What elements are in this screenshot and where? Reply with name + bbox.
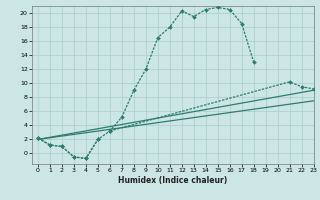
X-axis label: Humidex (Indice chaleur): Humidex (Indice chaleur) [118, 176, 228, 185]
